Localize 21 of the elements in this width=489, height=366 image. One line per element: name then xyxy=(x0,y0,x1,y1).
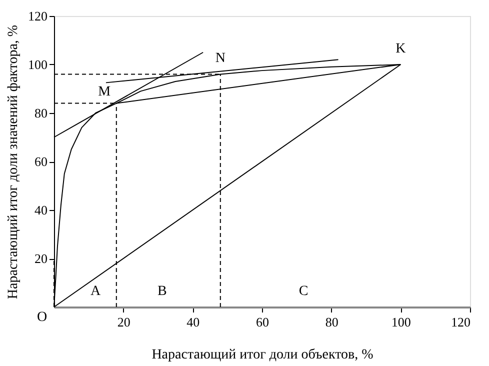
annotation: C xyxy=(298,284,308,299)
y-tick-label: 120 xyxy=(28,8,48,24)
annotation: K xyxy=(396,42,406,56)
x-tick-label: 20 xyxy=(117,314,130,330)
y-tick-label: 40 xyxy=(34,202,48,218)
annotation: M xyxy=(98,84,112,100)
annotation: B xyxy=(157,284,167,299)
annotation: A xyxy=(90,284,102,299)
y-tick-label: 100 xyxy=(28,57,48,72)
x-tick-label: 40 xyxy=(186,314,200,330)
y-tick-label: 60 xyxy=(34,154,48,169)
annotation: O xyxy=(36,310,48,325)
annotation: N xyxy=(215,51,226,66)
x-tick-label: 100 xyxy=(391,314,411,330)
y-tick-label: 20 xyxy=(34,251,48,266)
x-axis-title: Нарастающий итог доли объектов, % xyxy=(152,348,374,362)
x-tick-label: 80 xyxy=(325,314,338,330)
x-tick-label: 60 xyxy=(256,314,269,330)
x-tick-label: 120 xyxy=(451,314,470,330)
y-tick-label: 80 xyxy=(34,106,48,120)
y-axis-title: Нарастающий итог доли значений фактора, % xyxy=(6,24,21,300)
